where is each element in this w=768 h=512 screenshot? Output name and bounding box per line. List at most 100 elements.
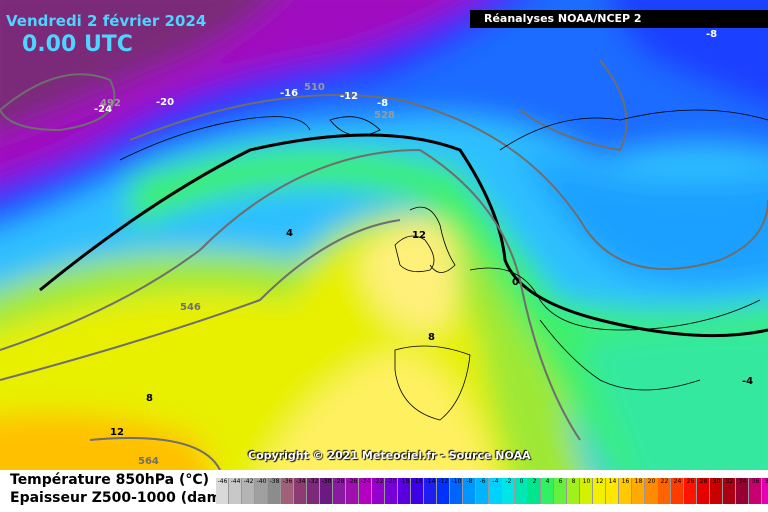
temp-label: -24 [94,104,112,115]
scale-value: 36 [751,478,760,485]
scale-value: -6 [479,478,486,485]
contour-labels: -24 -20 -16 -12 -8 4 12 8 8 0 -4 12 -8 4… [94,29,753,467]
scale-value: -40 [256,478,267,485]
scale-cell: 0 [515,478,528,504]
scale-cell: 8 [567,478,580,504]
scale-cell: -32 [307,478,320,504]
scale-value: 4 [545,478,550,485]
temp-label: 4 [286,228,293,239]
scale-cell: 26 [684,478,697,504]
scale-value: -12 [438,478,449,485]
scale-value: 30 [712,478,721,485]
scale-cell: -22 [372,478,385,504]
scale-value: 10 [582,478,591,485]
scale-cell: 14 [606,478,619,504]
scale-value: 2 [532,478,537,485]
scale-cell: 2 [528,478,541,504]
scale-value: -4 [492,478,499,485]
temp-label: -16 [280,88,298,99]
color-scale: -46 -44 -42 -40 -38 -36 -34 -32 -30 -28 -26 -24 -22-… [216,478,768,504]
scale-cell: -44 [229,478,242,504]
scale-value: -8 [466,478,473,485]
scale-cell: -16 [411,478,424,504]
scale-value: 14 [608,478,617,485]
scale-cell: -2 [502,478,515,504]
source-label: Réanalyses NOAA/NCEP 2 [470,10,768,28]
scale-cell: -14 [424,478,437,504]
scale-value: -24 [360,478,371,485]
temp-label: -20 [156,97,174,108]
scale-value: -26 [347,478,358,485]
scale-cell: -34 [294,478,307,504]
scale-value: -46 [217,478,228,485]
scale-value: 28 [699,478,708,485]
scale-value: 6 [558,478,563,485]
scale-cell: -38 [268,478,281,504]
weather-map: -24 -20 -16 -12 -8 4 12 8 8 0 -4 12 -8 4… [0,0,768,470]
scale-cell: 32 [723,478,736,504]
scale-value: -14 [425,478,436,485]
scale-cell: -20 [385,478,398,504]
scale-cell: -36 [281,478,294,504]
scale-cell: 30 [710,478,723,504]
scale-cell: -4 [489,478,502,504]
scale-value: -42 [243,478,254,485]
temperature-field [0,0,768,470]
scale-cell: 18 [632,478,645,504]
scale-value: 8 [571,478,576,485]
temp-label: -8 [706,29,717,40]
scale-cell: -6 [476,478,489,504]
scale-value: -2 [505,478,512,485]
scale-value: 16 [621,478,630,485]
scale-cell: -18 [398,478,411,504]
scale-value: 34 [738,478,747,485]
scale-cell: -46 [216,478,229,504]
scale-value: -32 [308,478,319,485]
scale-cell: 24 [671,478,684,504]
thickness-label: 510 [304,82,325,93]
temp-label: 0 [512,277,519,288]
temp-label: 12 [412,230,426,241]
scale-value: -18 [399,478,410,485]
scale-value: 20 [647,478,656,485]
time-title: 0.00 UTC [22,32,133,57]
thickness-label: 492 [100,98,121,109]
scale-cell: -28 [333,478,346,504]
scale-value: -20 [386,478,397,485]
temp-label: -4 [742,376,753,387]
scale-cell: -26 [346,478,359,504]
scale-value: 38 [764,478,768,485]
legend-title-temperature: Température 850hPa (°C) [10,472,210,488]
temp-label: -12 [340,91,358,102]
scale-cell: 34 [736,478,749,504]
thickness-label: 546 [180,302,201,313]
scale-cell: 20 [645,478,658,504]
scale-value: 0 [519,478,524,485]
scale-value: -34 [295,478,306,485]
legend-title-thickness: Epaisseur Z500-1000 (dam) [10,490,228,506]
scale-cell: 6 [554,478,567,504]
scale-cell: 10 [580,478,593,504]
scale-value: -22 [373,478,384,485]
scale-cell: -30 [320,478,333,504]
scale-cell: -10 [450,478,463,504]
scale-value: -36 [282,478,293,485]
copyright-text: Copyright © 2021 Meteociel.fr - Source N… [248,449,531,462]
scale-cell: 4 [541,478,554,504]
scale-value: 26 [686,478,695,485]
scale-value: -28 [334,478,345,485]
scale-value: 24 [673,478,682,485]
scale-cell: -42 [242,478,255,504]
scale-cell: 36 [749,478,762,504]
temp-label: 12 [110,427,124,438]
scale-value: 32 [725,478,734,485]
coastlines [119,109,768,421]
scale-value: -10 [451,478,462,485]
scale-value: 12 [595,478,604,485]
scale-cell: -12 [437,478,450,504]
scale-value: 18 [634,478,643,485]
scale-cell: 28 [697,478,710,504]
scale-value: -44 [230,478,241,485]
scale-value: -30 [321,478,332,485]
scale-cell: 12 [593,478,606,504]
